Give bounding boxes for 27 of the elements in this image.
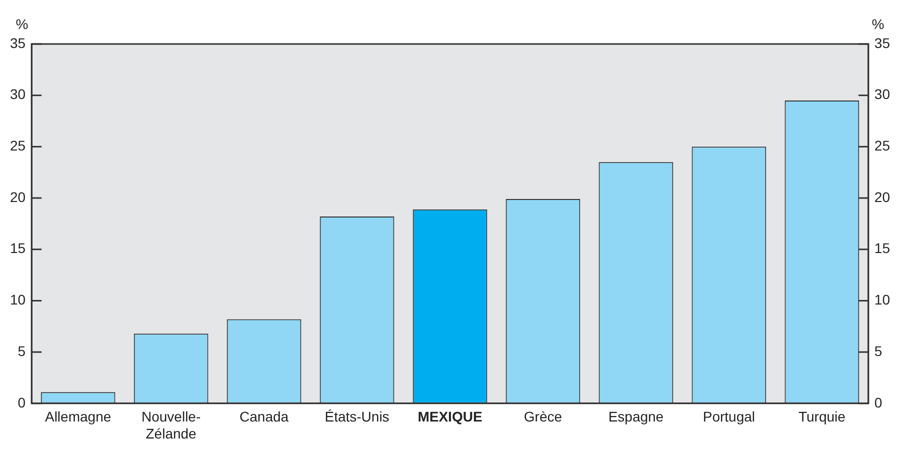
y-tick-label: 30 [10, 86, 26, 102]
y-tick-label: 5 [18, 342, 26, 359]
x-tick-label: Grèce [524, 408, 562, 425]
x-tick-label: Portugal [702, 408, 756, 425]
y-tick-label: 0 [18, 394, 26, 410]
x-tick-label: Canada [240, 408, 289, 425]
y-axis-title: % [16, 16, 28, 32]
y2-tick-label: 25 [874, 138, 890, 154]
y2-tick-label: 0 [874, 394, 882, 410]
y2-tick-label: 30 [874, 86, 890, 102]
y2-tick-label: 15 [874, 240, 890, 256]
y2-tick-label: 35 [874, 34, 890, 51]
y2-tick-label: 10 [874, 292, 890, 308]
y-tick-label: 35 [10, 34, 26, 51]
x-tick-label: MEXIQUE [418, 408, 482, 425]
y-tick-label: 10 [10, 292, 26, 308]
y2-tick-label: 5 [874, 342, 882, 359]
x-tick-label: États-Unis [324, 408, 390, 425]
x-tick-label: Allemagne [44, 408, 112, 425]
x-tick-label: Turquie [798, 408, 846, 425]
x-tick-label: Nouvelle-Zélande [141, 408, 201, 442]
y-tick-label: 20 [10, 188, 26, 205]
y2-tick-label: 20 [874, 188, 890, 205]
y2-axis-title: % [872, 16, 884, 32]
y-tick-label: 15 [10, 240, 26, 256]
x-tick-label: Espagne [608, 408, 664, 425]
y-tick-label: 25 [10, 138, 26, 154]
